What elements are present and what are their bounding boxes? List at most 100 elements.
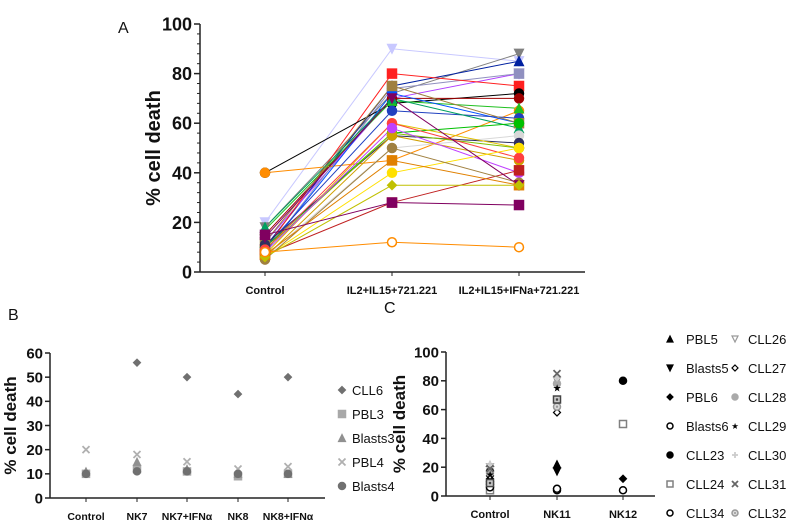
data-point-23-2 [513, 142, 525, 154]
panel-label-c: C [384, 300, 396, 317]
legend-label: CLL23 [686, 448, 724, 463]
data-point-CLL30 [553, 374, 561, 382]
legend-label: CLL34 [686, 506, 724, 521]
data-point-CLL6 [182, 372, 192, 382]
marker-circle [618, 485, 628, 495]
marker-circle [386, 167, 398, 179]
data-point-23-1 [386, 167, 398, 179]
marker-circle [552, 484, 562, 494]
x-tick-label: IL2+IL15+721.221 [347, 285, 438, 297]
marker-x [132, 450, 142, 459]
legend-marker-CLL32 [731, 509, 739, 517]
data-point-CLL33 [552, 395, 562, 404]
y-tick-label: 0 [431, 488, 439, 505]
legend-label: CLL27 [748, 361, 786, 376]
data-point-28-0 [259, 229, 271, 241]
marker-circle [666, 422, 674, 430]
y-tick-label: 60 [172, 114, 192, 134]
data-point-27-2 [513, 179, 525, 191]
marker-plus [732, 452, 738, 458]
x-tick-label: Control [67, 511, 104, 523]
y-tick-label: 40 [26, 394, 43, 411]
legend-marker-PBL5 [666, 334, 674, 343]
x-tick-label: NK12 [609, 509, 637, 521]
data-point-PBL5 [552, 459, 562, 469]
y-tick-label: 80 [172, 64, 192, 84]
marker-circle [513, 117, 525, 129]
data-point-CLL31 [552, 369, 562, 378]
legend-label: Blasts5 [686, 361, 729, 376]
data-point-Blasts5 [552, 467, 562, 477]
data-point-14-2 [513, 117, 525, 129]
data-point-CLL34 [552, 484, 562, 494]
y-tick-label: 10 [26, 466, 43, 483]
data-point-CLL6 [233, 389, 243, 399]
legend-marker-Blasts4 [337, 481, 347, 491]
y-axis-title: % cell death [390, 375, 409, 473]
marker-triangle [132, 456, 142, 466]
data-point-PBL6 [618, 474, 628, 484]
marker-square [386, 155, 398, 166]
data-point-24-1 [386, 142, 398, 154]
data-point-CLL30 [486, 460, 494, 468]
y-tick-label: 80 [422, 373, 439, 390]
marker-square [513, 165, 525, 176]
y-tick-label: 100 [414, 344, 439, 361]
marker-triangle [337, 433, 347, 443]
panel-label-a: A [118, 20, 129, 37]
legend-marker-CLL6 [337, 385, 347, 395]
marker-plus [486, 460, 494, 468]
marker-diamond [386, 179, 398, 191]
data-point-2-2 [513, 55, 525, 67]
marker-triangle-down [386, 43, 398, 55]
y-tick-label: 100 [162, 14, 192, 34]
y-tick-label: 30 [26, 418, 43, 435]
legend-label: Blasts4 [352, 479, 395, 494]
marker-x [731, 480, 739, 488]
legend-marker-CLL29: ★ [731, 421, 739, 431]
data-point-12-1 [386, 80, 398, 92]
marker-square [513, 199, 525, 211]
y-tick-label: 60 [26, 345, 43, 362]
marker-diamond [731, 364, 739, 372]
legend-label: PBL4 [352, 455, 384, 470]
marker-triangle-down [513, 48, 525, 60]
marker-dot [734, 512, 736, 514]
data-point-Blasts4 [233, 469, 243, 479]
marker-plus [553, 374, 561, 382]
marker-square [386, 80, 398, 92]
marker-diamond [283, 372, 293, 382]
y-axis-title: % cell death [143, 90, 165, 206]
data-point-CLL6 [132, 358, 142, 368]
x-tick-label: NK8 [227, 511, 248, 523]
marker-circle [666, 451, 674, 459]
data-point-CLL6 [283, 372, 293, 382]
marker-x [81, 445, 91, 454]
data-point-Blasts4 [182, 467, 192, 476]
x-tick-label: Control [245, 285, 284, 297]
legend-label: Blasts3 [352, 431, 395, 446]
y-tick-label: 40 [422, 431, 439, 448]
data-point-CLL29: ★ [486, 470, 495, 481]
marker-star: ★ [731, 421, 739, 431]
data-point-27-1 [386, 179, 398, 191]
marker-square [386, 68, 398, 79]
data-point-26-1 [386, 93, 398, 105]
marker-circle [386, 122, 398, 134]
legend-label: CLL32 [748, 506, 786, 521]
y-tick-label: 60 [422, 402, 439, 419]
legend-marker-CLL26 [731, 335, 739, 344]
marker-circle [259, 246, 271, 258]
marker-diamond [337, 385, 347, 395]
marker-triangle-down [666, 364, 674, 373]
legend-label: CLL30 [748, 448, 786, 463]
legend-marker-PBL6 [666, 393, 674, 401]
legend-label: CLL28 [748, 390, 786, 405]
data-point-29-2 [513, 241, 525, 253]
marker-x [485, 464, 495, 473]
data-point-22-2 [513, 165, 525, 176]
marker-star: ★ [553, 384, 562, 395]
marker-triangle [513, 55, 525, 67]
marker-diamond [618, 474, 628, 484]
marker-circle [618, 376, 628, 386]
